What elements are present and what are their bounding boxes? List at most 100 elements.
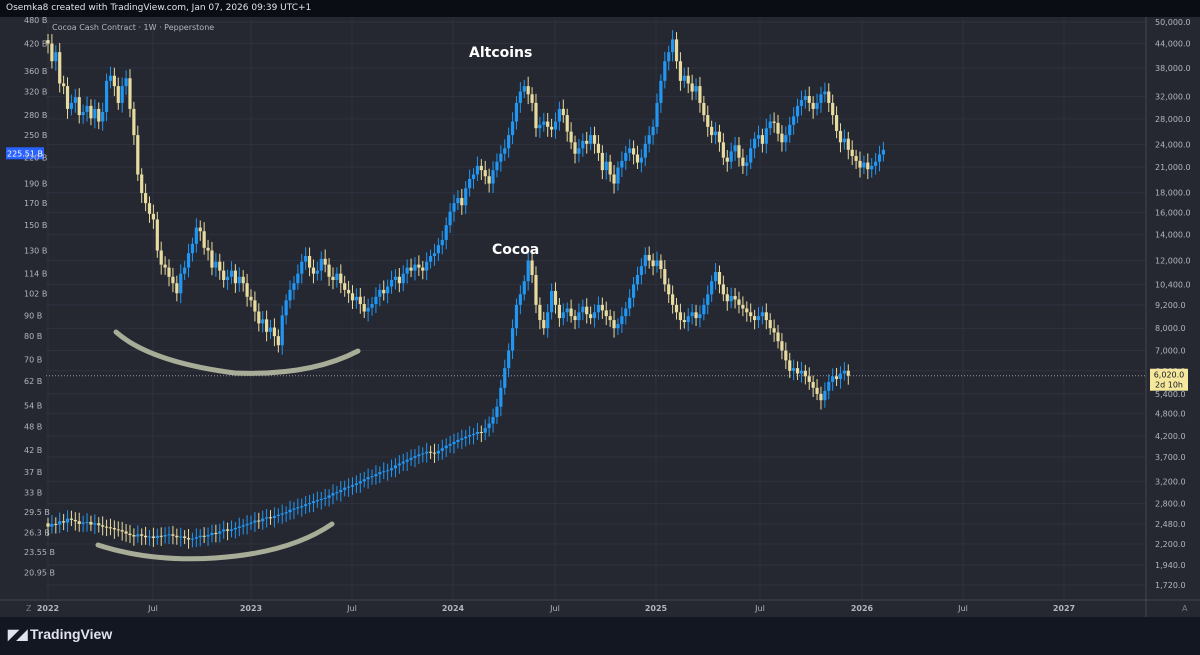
candle-body: [284, 300, 288, 316]
candle-body: [93, 108, 97, 119]
candle-body: [639, 266, 643, 276]
candle-body: [573, 316, 577, 321]
candle-body: [565, 308, 569, 313]
candle-body: [386, 470, 390, 472]
candle-body: [854, 156, 858, 161]
candle-body: [721, 142, 725, 158]
candle-body: [50, 43, 54, 62]
left-axis-label: 70 B: [24, 356, 42, 365]
right-axis-label: 7,000.0: [1155, 347, 1186, 356]
candle-body: [417, 264, 421, 268]
right-axis-countdown: 2d 10h: [1155, 381, 1183, 390]
candle-body: [495, 161, 499, 171]
right-axis-label: 5,400.0: [1155, 390, 1186, 399]
candle-body: [304, 504, 308, 507]
candle-body: [651, 260, 655, 267]
candle-body: [448, 211, 452, 226]
candle-body: [678, 61, 683, 81]
candle-body: [643, 143, 647, 158]
candle-body: [350, 293, 355, 301]
candle-body: [249, 522, 253, 524]
candle-body: [58, 521, 62, 525]
candle-body: [834, 376, 839, 380]
candle-body: [245, 523, 249, 526]
candle-body: [475, 431, 480, 434]
candle-body: [366, 477, 370, 480]
right-axis-label: 2,800.0: [1155, 500, 1186, 509]
candle-body: [471, 174, 476, 179]
right-axis-label: 9,200.0: [1155, 301, 1186, 310]
candle-body: [97, 523, 101, 526]
candle-body: [179, 273, 183, 294]
right-axis-label: 12,000.0: [1155, 256, 1191, 265]
candle-body: [522, 281, 526, 295]
candle-body: [823, 390, 827, 401]
left-axis-label: 37 B: [24, 468, 42, 477]
candle-body: [819, 393, 823, 401]
candle-body: [276, 514, 280, 517]
candle-body: [206, 535, 210, 537]
candle-body: [343, 283, 347, 290]
altcoins-candles: [46, 30, 886, 355]
candle-body: [596, 304, 601, 313]
right-axis-label: 21,000.0: [1155, 163, 1191, 172]
left-axis-label: 20.95 B: [24, 569, 55, 578]
annotation-altcoins: Altcoins: [469, 45, 532, 61]
candle-body: [807, 96, 811, 103]
candle-body: [834, 115, 839, 131]
candle-body: [729, 151, 733, 162]
candle-body: [479, 165, 483, 171]
candle-body: [659, 80, 663, 103]
candle-body: [752, 138, 757, 149]
candle-body: [116, 86, 120, 103]
candle-body: [811, 381, 815, 388]
candlestick-chart[interactable]: 480 B 420 B 360 B 320 B 280 B 250 B 225.51 B22…: [0, 0, 1200, 617]
candle-body: [405, 459, 409, 462]
right-axis-label: 10,400.0: [1155, 280, 1191, 289]
right-axis-label: 8,000.0: [1155, 324, 1186, 333]
candle-body: [526, 260, 530, 282]
candle-body: [760, 312, 765, 317]
candle-body: [600, 152, 604, 171]
candle-body: [128, 533, 132, 536]
candle-body: [89, 105, 93, 119]
candle-body: [179, 536, 183, 538]
right-axis: 50,000.0 44,000.0 38,000.0 32,000.0 28,000.0…: [1150, 18, 1191, 590]
candle-body: [73, 519, 77, 522]
chart-area[interactable]: [0, 17, 1200, 617]
candle-body: [631, 148, 636, 155]
right-current-badge: [1150, 368, 1188, 391]
right-axis-label: 2,480.0: [1155, 520, 1186, 529]
candle-body: [549, 290, 554, 313]
candle-body: [440, 448, 444, 451]
candle-body: [546, 312, 550, 329]
x-axis-label: 2026: [851, 604, 874, 613]
candle-body: [733, 145, 737, 152]
candle-body: [589, 135, 593, 144]
candle-body: [132, 108, 136, 136]
candle-body: [577, 312, 581, 321]
candle-body: [788, 124, 792, 136]
right-axis-current: 6,020.0: [1154, 371, 1185, 380]
candle-body: [870, 165, 874, 170]
right-axis-label: 14,000.0: [1155, 231, 1191, 240]
candle-body: [491, 417, 495, 424]
left-axis-label: 250 B: [24, 131, 47, 140]
candle-body: [147, 536, 152, 538]
candle-body: [795, 105, 800, 117]
candle-body: [104, 526, 109, 528]
candle-body: [77, 97, 81, 116]
candle-body: [635, 154, 640, 163]
candle-body: [272, 516, 277, 518]
candle-body: [846, 138, 850, 150]
candle-body: [284, 512, 288, 514]
candle-body: [795, 368, 800, 374]
candle-body: [335, 492, 339, 494]
brand[interactable]: ◤◢ TradingView: [8, 626, 112, 643]
left-axis-label: 48 B: [24, 422, 42, 431]
candle-body: [604, 310, 608, 317]
candle-body: [444, 225, 448, 240]
candle-body: [674, 304, 679, 313]
candle-body: [866, 162, 870, 170]
candle-body: [323, 258, 327, 265]
